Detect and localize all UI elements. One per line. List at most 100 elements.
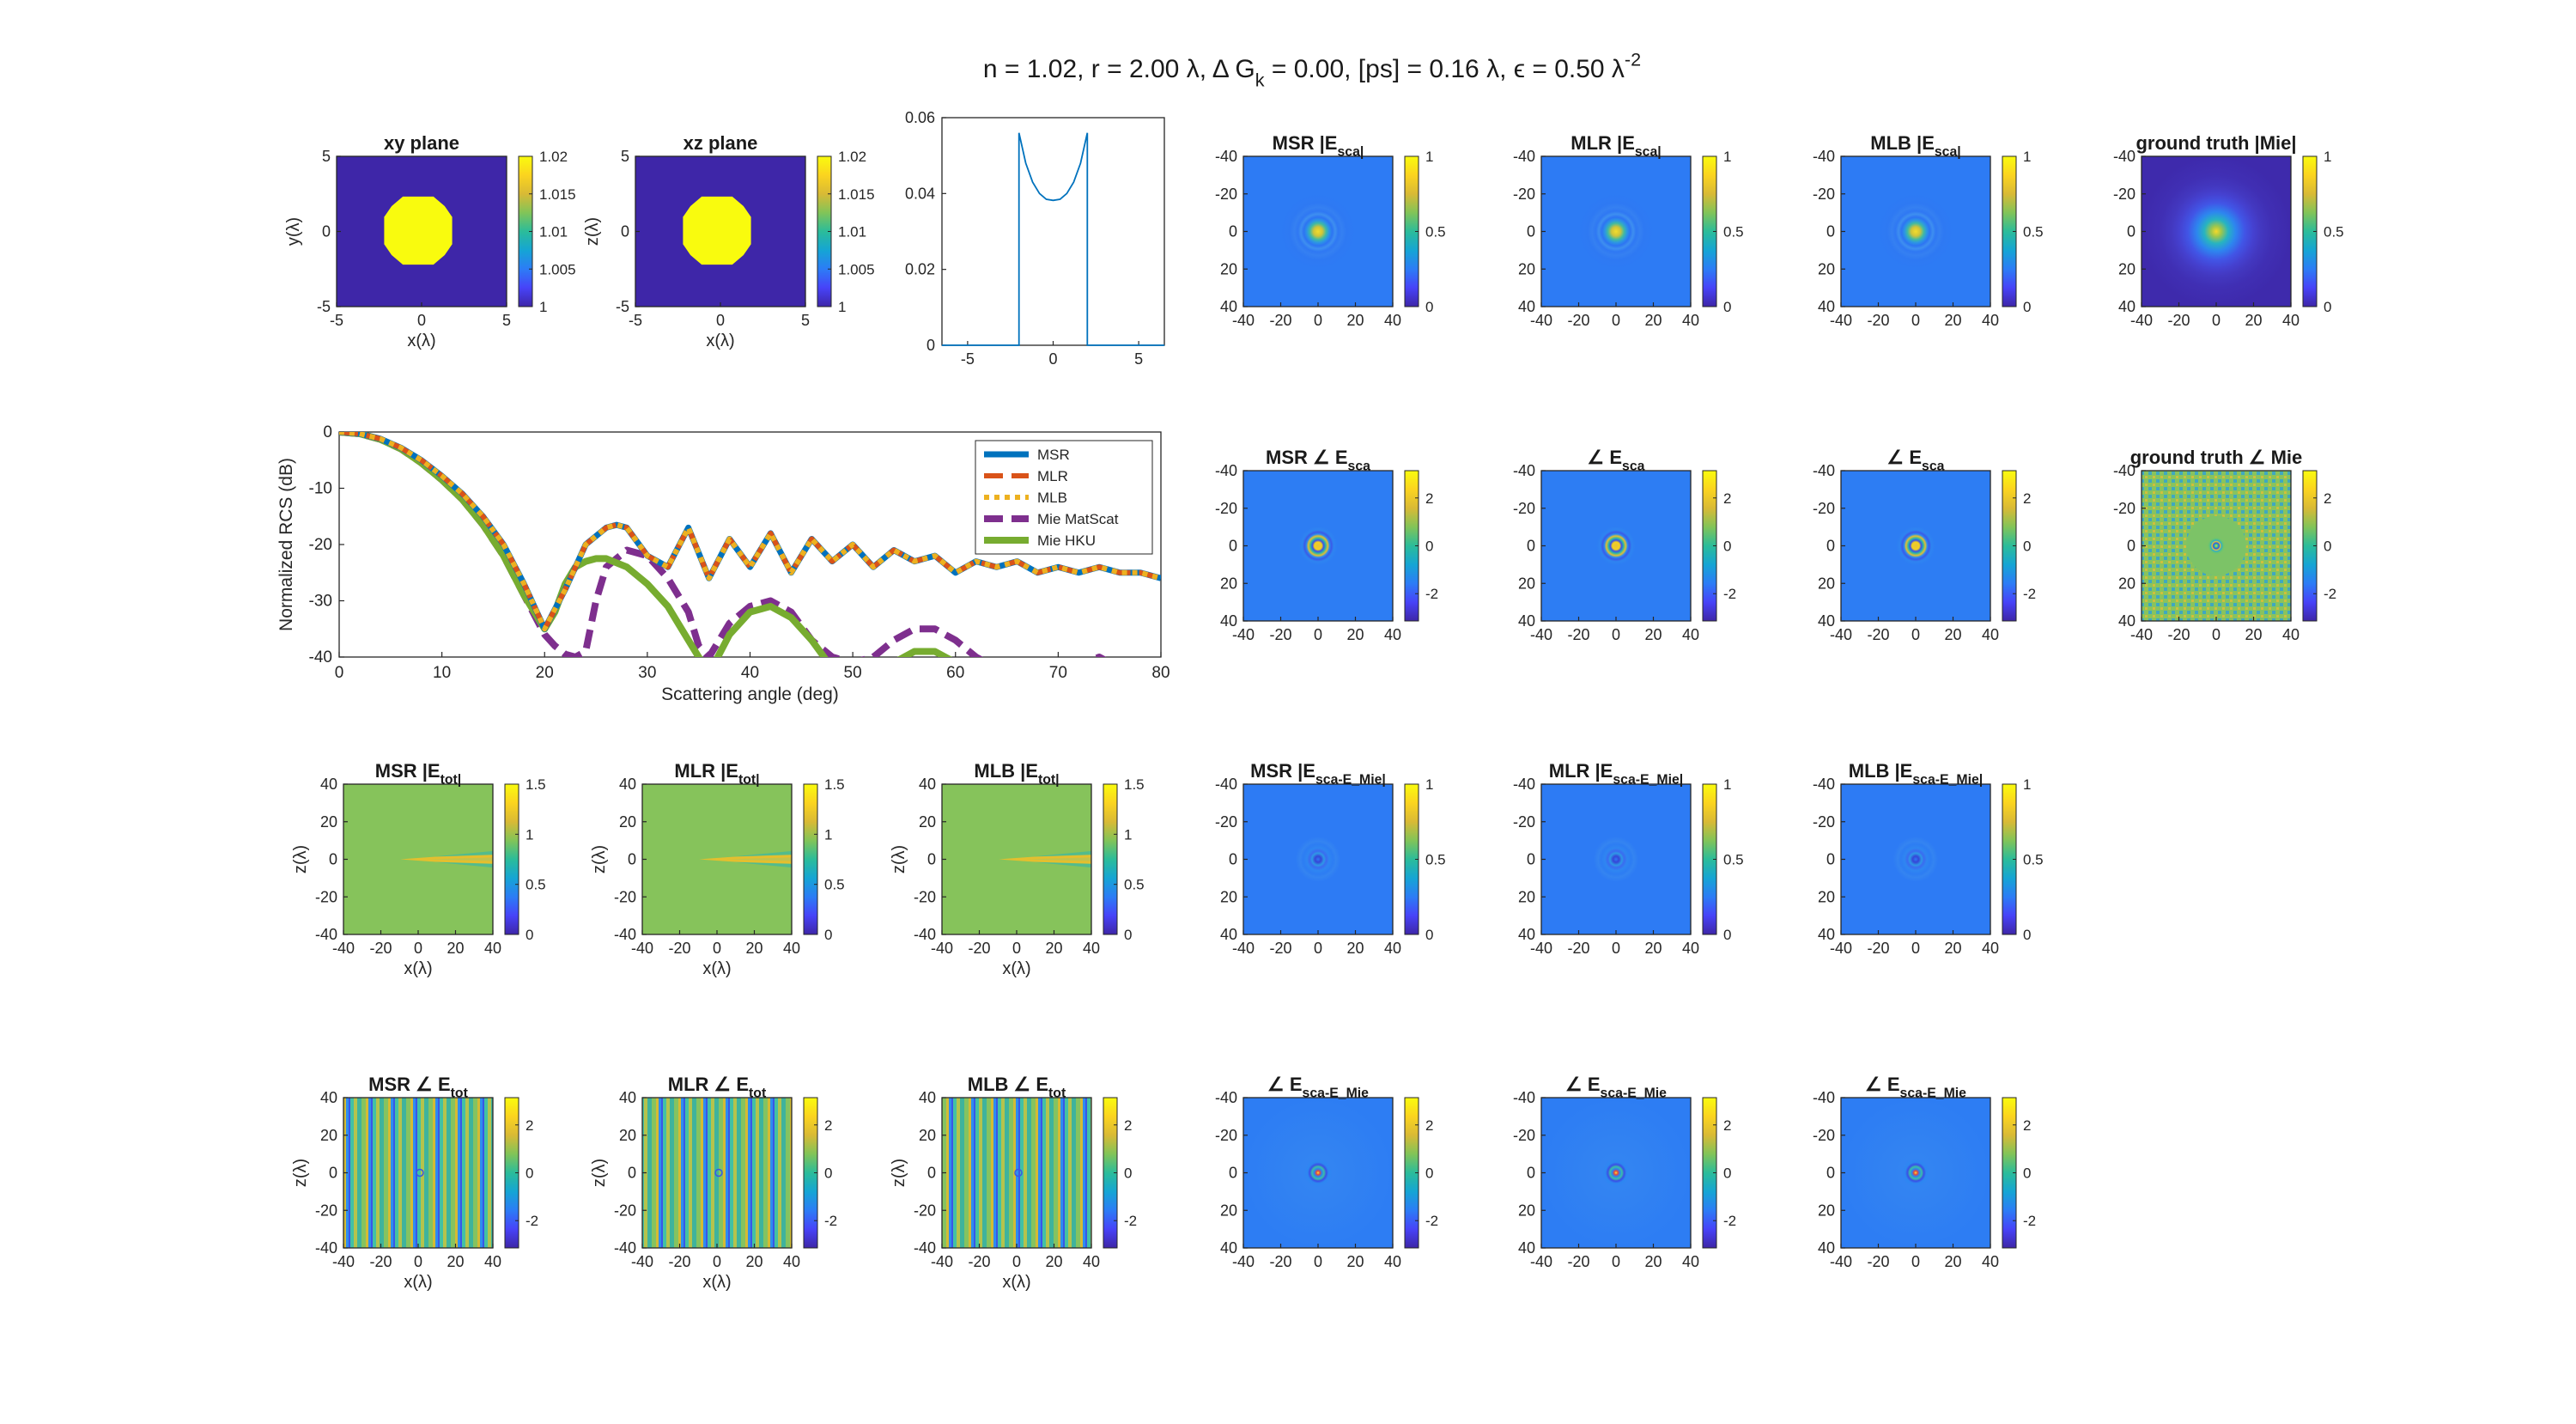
mlr-abs-etot-ctick-label: 0.5 xyxy=(824,877,845,893)
msr-abs-esca-ytick-label: -20 xyxy=(1215,186,1237,203)
gt-ang-mie-center-rings xyxy=(2186,515,2246,576)
gt-abs-mie-xtick-label: -40 xyxy=(2130,312,2153,329)
msr-abs-esca-ctick-label: 0.5 xyxy=(1425,224,1446,240)
profile-line-xtick-label: 5 xyxy=(1134,350,1143,368)
mlr-ang-esca-ctick-label: 2 xyxy=(1723,490,1731,507)
mlr-ang-etot-ytick-label: 0 xyxy=(628,1165,636,1182)
msr-ang-etot-ytick-label: 0 xyxy=(329,1165,337,1182)
msr-ang-esca-ytick-label: -40 xyxy=(1215,462,1237,479)
msr-abs-etot-ctick-label: 1 xyxy=(526,826,533,843)
msr-abs-esca-field xyxy=(1243,156,1393,307)
msr-ang-err-xtick-label: 40 xyxy=(1384,1253,1401,1270)
mlr-abs-esca-xtick-label: 0 xyxy=(1612,312,1620,329)
mlb-ang-esca-ctick-label: -2 xyxy=(2023,586,2036,602)
msr-ang-esca-ytick-label: 20 xyxy=(1220,575,1237,592)
xz-plane-scatterer-disk xyxy=(683,196,751,265)
msr-ang-err-title: ∠ Esca-E_Mie xyxy=(1267,1074,1369,1101)
msr-abs-err-xtick-label: 40 xyxy=(1384,940,1401,957)
msr-ang-esca-title: MSR ∠ Esca xyxy=(1266,447,1370,474)
gt-ang-mie-xtick-label: 0 xyxy=(2212,626,2221,643)
gt-abs-mie-ytick-label: 0 xyxy=(2127,223,2136,240)
msr-abs-esca-xtick-label: 0 xyxy=(1314,312,1322,329)
xy-plane-panel: -5 0 5 5 0 -5 x(λ) y(λ) 1.02 1.015 1.01 1.005 1 xy pl… xyxy=(284,132,576,350)
mlr-ang-err-ytick-label: -20 xyxy=(1513,1127,1535,1144)
mlr-abs-esca-xtick-label: -20 xyxy=(1567,312,1589,329)
mlr-ang-esca-ytick-label: 40 xyxy=(1518,612,1535,630)
xy-plane-scatterer-disk xyxy=(384,196,453,265)
mlb-abs-esca-ytick-label: 0 xyxy=(1826,223,1835,240)
mlr-ang-etot-ylabel: z(λ) xyxy=(590,1159,609,1187)
mlr-abs-etot-ytick-label: 0 xyxy=(628,851,636,868)
mlb-abs-err-ytick-label: -20 xyxy=(1813,813,1835,831)
mlb-abs-etot-ytick-label: -20 xyxy=(914,888,936,905)
rcs-plot-area xyxy=(339,432,1161,657)
mlb-abs-etot-ylabel: z(λ) xyxy=(890,845,908,873)
mlr-abs-err-xtick-label: -20 xyxy=(1567,940,1589,957)
mlb-abs-esca-xtick-label: -20 xyxy=(1867,312,1889,329)
mlr-abs-etot-xtick-label: -20 xyxy=(668,940,690,957)
gt-abs-mie-title: ground truth |Mie| xyxy=(2136,132,2296,154)
mlb-ang-err-title: ∠ Esca-E_Mie xyxy=(1865,1074,1966,1101)
msr-ang-err-ctick-label: 2 xyxy=(1425,1117,1433,1134)
xz-plane-ctick-label: 1.01 xyxy=(838,224,866,240)
gt-ang-mie-ctick-label: -2 xyxy=(2324,586,2336,602)
msr-abs-etot-ctick-label: 1.5 xyxy=(526,776,546,793)
msr-ang-esca-ytick-label: -20 xyxy=(1215,500,1237,517)
mlb-abs-etot-xlabel: x(λ) xyxy=(1002,959,1030,978)
msr-ang-esca-ctick-label: 2 xyxy=(1425,490,1433,507)
mlr-ang-esca-xtick-label: 0 xyxy=(1612,626,1620,643)
rcs-panel: 0 10 20 30 40 50 60 70 80 0 -10 -20 -30 -40 Scattering… xyxy=(276,423,1170,704)
mlr-ang-esca-xtick-label: 20 xyxy=(1644,626,1662,643)
mlb-abs-err-ctick-label: 0.5 xyxy=(2023,852,2044,868)
gt-abs-mie-xtick-label: 0 xyxy=(2212,312,2221,329)
xz-plane-ytick-label: 5 xyxy=(621,148,629,165)
xz-plane-xtick-label: 0 xyxy=(716,312,725,329)
mlr-abs-esca-ytick-label: -40 xyxy=(1513,148,1535,165)
rcs-xtick-label: 70 xyxy=(1049,664,1067,682)
rcs-xtick-label: 40 xyxy=(741,664,759,682)
mlr-ang-err-ytick-label: 40 xyxy=(1518,1239,1535,1257)
msr-ang-esca-xtick-label: 0 xyxy=(1314,626,1322,643)
xz-plane-xtick-label: 5 xyxy=(801,312,810,329)
mlb-abs-err-title: MLB |Esca-E_Mie| xyxy=(1849,760,1983,788)
gt-abs-mie-ytick-label: -20 xyxy=(2113,186,2136,203)
mlr-abs-err-xtick-label: 0 xyxy=(1612,940,1620,957)
xz-plane-ytick-label: 0 xyxy=(621,223,629,240)
msr-ang-etot-ytick-label: 40 xyxy=(320,1089,337,1106)
mlr-ang-err-ctick-label: 2 xyxy=(1723,1117,1731,1134)
mlr-abs-err-xtick-label: -40 xyxy=(1530,940,1552,957)
msr-ang-err-ytick-label: 40 xyxy=(1220,1239,1237,1257)
mlb-ang-err-xtick-label: 0 xyxy=(1911,1253,1920,1270)
mlb-ang-etot-ctick-label: -2 xyxy=(1124,1213,1137,1229)
msr-ang-err-xtick-label: 0 xyxy=(1314,1253,1322,1270)
mlb-abs-esca-ytick-label: -20 xyxy=(1813,186,1835,203)
gt-ang-mie-title: ground truth ∠ Mie xyxy=(2130,447,2303,468)
msr-abs-etot-title: MSR |Etot| xyxy=(375,760,461,788)
profile-line-xtick-label: -5 xyxy=(961,350,975,368)
msr-ang-etot-ytick-label: 20 xyxy=(320,1127,337,1144)
mlb-abs-esca-title: MLB |Esca| xyxy=(1870,132,1960,160)
mlb-abs-etot-ctick-label: 1.5 xyxy=(1124,776,1145,793)
mlb-ang-etot-xtick-label: -20 xyxy=(968,1253,990,1270)
mlr-ang-etot-title: MLR ∠ Etot xyxy=(668,1074,767,1101)
msr-abs-err-xtick-label: -20 xyxy=(1269,940,1291,957)
mlb-abs-err-xtick-label: 20 xyxy=(1944,940,1961,957)
mlr-ang-err-xtick-label: -20 xyxy=(1567,1253,1589,1270)
mlb-ang-esca-xtick-label: 20 xyxy=(1944,626,1961,643)
gt-abs-mie-xtick-label: 20 xyxy=(2245,312,2262,329)
msr-abs-etot-ctick-label: 0 xyxy=(526,927,533,943)
gt-abs-mie-field xyxy=(2142,156,2291,307)
mlb-abs-etot-ctick-label: 0.5 xyxy=(1124,877,1145,893)
msr-ang-esca-xtick-label: -40 xyxy=(1232,626,1255,643)
mlb-abs-err-xtick-label: -40 xyxy=(1830,940,1852,957)
msr-ang-etot-title: MSR ∠ Etot xyxy=(368,1074,468,1101)
